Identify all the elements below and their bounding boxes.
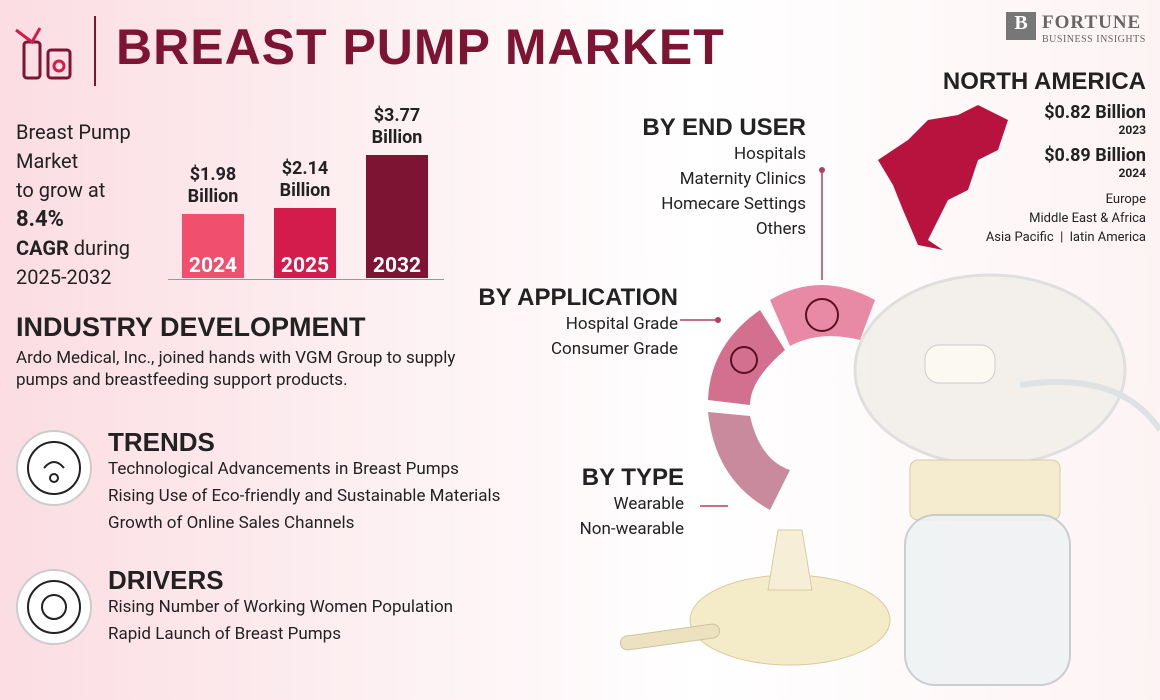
segment-title: BY TYPE	[581, 464, 684, 491]
intro-rate: 8.4%	[16, 207, 64, 232]
drivers-title: DRIVERS	[108, 565, 224, 595]
region-other: Asia Pacific	[985, 230, 1054, 245]
region-other: Europe	[1105, 192, 1146, 207]
list-item: Consumer Grade	[550, 339, 678, 359]
region-other: Middle East & Africa	[1029, 211, 1146, 226]
list-item: Wearable	[613, 494, 684, 514]
region-block: NORTH AMERICA $0.82 Billion 2023 $0.89 B…	[880, 68, 1146, 247]
pump-icon	[15, 27, 72, 80]
list-item: Others	[755, 219, 806, 239]
application-block: BY APPLICATION Hospital Grade Consumer Gr…	[430, 284, 678, 362]
bar-chart: 2024 $1.98 Billion 2025 $2.14 Billion 2032 $3…	[168, 90, 448, 280]
list-item: Hospitals	[734, 144, 806, 164]
industry-text: Ardo Medical, Inc., joined hands with VG…	[16, 348, 456, 390]
value-label: $1.98 Billion	[187, 163, 239, 207]
list-item: Hospital Grade	[565, 314, 678, 334]
region-other: latin America	[1069, 230, 1146, 245]
region-title: NORTH AMERICA	[942, 68, 1146, 95]
list-item: Homecare Settings	[661, 194, 806, 214]
intro: Breast Pump Market to grow at 8.4% CAGR …	[16, 118, 166, 292]
trends-title: TRENDS	[108, 427, 215, 457]
baseline	[168, 279, 444, 280]
intro-text: Breast Pump	[16, 120, 131, 144]
bar-year: 2025	[280, 254, 330, 278]
region-year: 2024	[1118, 166, 1146, 180]
bar	[182, 213, 244, 278]
intro-cagr: CAGR	[16, 236, 69, 260]
trends-icon	[16, 430, 92, 506]
value-label: $3.77 Billion	[371, 105, 423, 149]
drivers-icon	[16, 569, 92, 645]
region-value: $0.89 Billion	[1044, 145, 1146, 166]
drivers-list: Rising Number of Working Women Populatio…	[108, 594, 453, 648]
list-item: Rising Use of Eco-friendly and Sustainab…	[108, 486, 501, 506]
bar	[274, 208, 336, 278]
list-item: Technological Advancements in Breast Pum…	[108, 459, 459, 479]
logo-mark: B	[1006, 12, 1036, 40]
list-item: Non-wearable	[579, 519, 684, 539]
region-year: 2023	[1118, 123, 1146, 137]
list-item: Rising Number of Working Women Populatio…	[108, 597, 454, 617]
segment-title: BY END USER	[642, 114, 806, 141]
intro-text: during	[73, 236, 130, 260]
end-user-block: BY END USER Hospitals Maternity Clinics Ho…	[560, 114, 806, 242]
north-america-map	[878, 105, 1008, 250]
logo: B FORTUNE BUSINESS INSIGHTS	[1006, 12, 1146, 45]
bar	[366, 155, 428, 278]
bar-year: 2024	[188, 254, 238, 278]
type-block: BY TYPE Wearable Non-wearable	[480, 464, 684, 542]
list-item: Growth of Online Sales Channels	[108, 513, 355, 533]
title: BREAST PUMP MARKET	[116, 19, 725, 75]
bar-year: 2032	[372, 254, 422, 278]
list-item: Rapid Launch of Breast Pumps	[108, 624, 342, 644]
region-value: $0.82 Billion	[1044, 102, 1146, 123]
intro-text: to grow at	[16, 178, 106, 202]
intro-period: 2025-2032	[16, 265, 112, 289]
intro-text: Market	[16, 149, 79, 173]
product-illustration	[619, 167, 1160, 686]
segment-title: BY APPLICATION	[478, 284, 678, 311]
value-label: $2.14 Billion	[279, 158, 331, 202]
industry-title: INDUSTRY DEVELOPMENT	[16, 312, 366, 342]
divider	[94, 16, 96, 86]
list-item: Maternity Clinics	[679, 169, 806, 189]
trends-list: Technological Advancements in Breast Pum…	[108, 456, 500, 537]
logo-sub: BUSINESS INSIGHTS	[1042, 34, 1146, 45]
logo-name: FORTUNE	[1042, 12, 1142, 33]
